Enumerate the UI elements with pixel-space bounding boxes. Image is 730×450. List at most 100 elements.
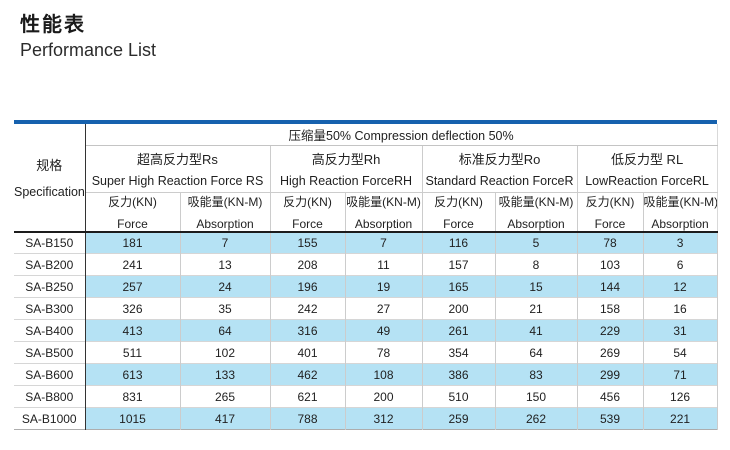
- value-cell: 200: [422, 297, 496, 320]
- value-cell: 417: [180, 407, 271, 430]
- force-label-zh: 反力(KN): [108, 194, 157, 209]
- table-row: SA-B300 326 35 242 27 200 21 158 16: [14, 297, 718, 320]
- value-cell: 539: [577, 407, 644, 430]
- value-cell: 265: [180, 385, 271, 408]
- value-cell: 1015: [85, 407, 181, 430]
- value-cell: 354: [422, 341, 496, 364]
- group-header-super-high-reaction: 超高反力型Rs Super High Reaction Force RS: [85, 145, 271, 193]
- value-cell: 78: [577, 231, 644, 254]
- table-row: SA-B600 613 133 462 108 386 83 299 71: [14, 363, 718, 386]
- group-header-row: 超高反力型Rs Super High Reaction Force RS 高反力…: [14, 145, 718, 193]
- value-cell: 54: [643, 341, 718, 364]
- group-header-high-reaction: 高反力型Rh High Reaction ForceRH: [270, 145, 423, 193]
- value-cell: 413: [85, 319, 181, 342]
- value-cell: 510: [422, 385, 496, 408]
- value-cell: 831: [85, 385, 181, 408]
- absorption-label-en: Absorption: [196, 216, 254, 231]
- force-label-en: Force: [443, 216, 474, 231]
- subheader-force: 反力(KN) Force: [577, 192, 644, 233]
- value-cell: 269: [577, 341, 644, 364]
- value-cell: 126: [643, 385, 718, 408]
- compression-header-row: 规格 Specification 压缩量50% Compression defl…: [14, 124, 718, 233]
- value-cell: 196: [270, 275, 346, 298]
- value-cell: 401: [270, 341, 346, 364]
- group-zh: 低反力型 RL: [610, 152, 684, 167]
- absorption-label-zh: 吸能量(KN-M): [187, 194, 263, 209]
- value-cell: 11: [345, 253, 423, 276]
- subheader-absorption: 吸能量(KN-M) Absorption: [495, 192, 578, 233]
- spec-cell: SA-B800: [14, 385, 86, 408]
- value-cell: 19: [345, 275, 423, 298]
- value-cell: 788: [270, 407, 346, 430]
- value-cell: 35: [180, 297, 271, 320]
- value-cell: 456: [577, 385, 644, 408]
- value-cell: 78: [345, 341, 423, 364]
- subheader-force: 反力(KN) Force: [85, 192, 181, 233]
- value-cell: 41: [495, 319, 578, 342]
- value-cell: 6: [643, 253, 718, 276]
- absorption-label-en: Absorption: [651, 216, 709, 231]
- subcolumn-header-row: 反力(KN) Force 吸能量(KN-M) Absorption 反力(KN)…: [14, 192, 718, 233]
- spec-header-zh: 规格: [36, 158, 63, 174]
- subheader-force: 反力(KN) Force: [270, 192, 346, 233]
- group-zh: 高反力型Rh: [311, 152, 381, 167]
- absorption-label-en: Absorption: [507, 216, 565, 231]
- value-cell: 27: [345, 297, 423, 320]
- spec-cell: SA-B500: [14, 341, 86, 364]
- table-row: SA-B800 831 265 621 200 510 150 456 126: [14, 385, 718, 408]
- value-cell: 8: [495, 253, 578, 276]
- value-cell: 133: [180, 363, 271, 386]
- group-zh: 标准反力型Ro: [458, 152, 541, 167]
- value-cell: 326: [85, 297, 181, 320]
- absorption-label-en: Absorption: [354, 216, 413, 231]
- value-cell: 16: [643, 297, 718, 320]
- force-label-en: Force: [117, 216, 148, 231]
- value-cell: 241: [85, 253, 181, 276]
- value-cell: 102: [180, 341, 271, 364]
- value-cell: 7: [180, 231, 271, 254]
- value-cell: 316: [270, 319, 346, 342]
- value-cell: 116: [422, 231, 496, 254]
- value-cell: 12: [643, 275, 718, 298]
- spec-header-en: Specification: [14, 185, 85, 200]
- value-cell: 312: [345, 407, 423, 430]
- value-cell: 221: [643, 407, 718, 430]
- table-top-accent-bar: [14, 120, 717, 124]
- spec-column-header: 规格 Specification: [14, 124, 86, 233]
- group-zh: 超高反力型Rs: [137, 152, 218, 167]
- subheader-absorption: 吸能量(KN-M) Absorption: [180, 192, 271, 233]
- value-cell: 262: [495, 407, 578, 430]
- force-label-en: Force: [292, 216, 323, 231]
- compression-deflection-header: 压缩量50% Compression deflection 50%: [85, 124, 718, 146]
- subheader-force: 反力(KN) Force: [422, 192, 496, 233]
- force-label-zh: 反力(KN): [434, 194, 483, 209]
- group-header-standard-reaction: 标准反力型Ro Standard Reaction ForceR: [422, 145, 578, 193]
- value-cell: 64: [180, 319, 271, 342]
- value-cell: 31: [643, 319, 718, 342]
- value-cell: 108: [345, 363, 423, 386]
- value-cell: 229: [577, 319, 644, 342]
- value-cell: 259: [422, 407, 496, 430]
- value-cell: 71: [643, 363, 718, 386]
- value-cell: 13: [180, 253, 271, 276]
- subheader-absorption: 吸能量(KN-M) Absorption: [643, 192, 718, 233]
- force-label-zh: 反力(KN): [283, 194, 332, 209]
- value-cell: 103: [577, 253, 644, 276]
- value-cell: 165: [422, 275, 496, 298]
- absorption-label-zh: 吸能量(KN-M): [346, 194, 421, 209]
- table-row: SA-B400 413 64 316 49 261 41 229 31: [14, 319, 718, 342]
- value-cell: 613: [85, 363, 181, 386]
- value-cell: 386: [422, 363, 496, 386]
- value-cell: 15: [495, 275, 578, 298]
- performance-table-body: SA-B150 181 7 155 7 116 5 78 3 SA-B200 241 13 208 11 1…: [14, 231, 718, 430]
- group-en: High Reaction ForceRH: [280, 174, 412, 188]
- value-cell: 5: [495, 231, 578, 254]
- value-cell: 261: [422, 319, 496, 342]
- value-cell: 181: [85, 231, 181, 254]
- spec-cell: SA-B250: [14, 275, 86, 298]
- table-row: SA-B150 181 7 155 7 116 5 78 3: [14, 231, 718, 254]
- value-cell: 621: [270, 385, 346, 408]
- value-cell: 242: [270, 297, 346, 320]
- page-title-chinese: 性能表: [20, 14, 86, 36]
- value-cell: 49: [345, 319, 423, 342]
